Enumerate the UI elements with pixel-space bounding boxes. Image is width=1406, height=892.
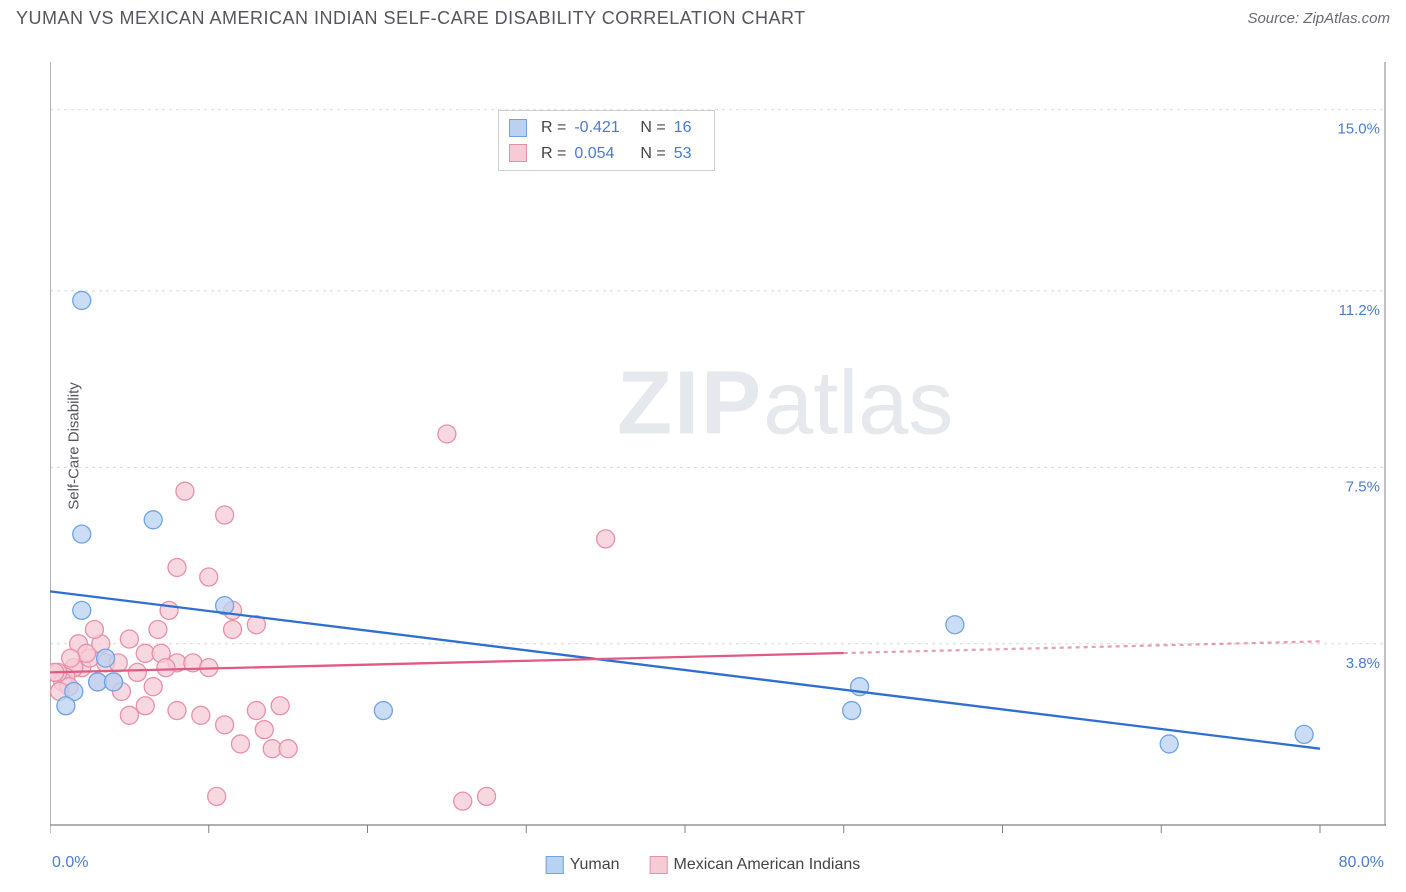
legend-label: Yuman bbox=[570, 856, 620, 873]
stat-n-value: 16 bbox=[674, 115, 704, 141]
stat-r-label: R = bbox=[541, 141, 566, 167]
stats-legend-box: R = -0.421 N = 16 R = 0.054 N = 53 bbox=[498, 110, 715, 171]
x-axis-min: 0.0% bbox=[52, 854, 88, 872]
svg-text:15.0%: 15.0% bbox=[1337, 121, 1380, 138]
x-axis-max: 80.0% bbox=[1339, 854, 1384, 872]
svg-text:11.2%: 11.2% bbox=[1339, 302, 1380, 319]
bottom-legend: Yuman Mexican American Indians bbox=[546, 856, 861, 874]
svg-text:3.8%: 3.8% bbox=[1346, 655, 1380, 672]
swatch-icon bbox=[546, 856, 564, 874]
legend-label: Mexican American Indians bbox=[674, 856, 861, 873]
swatch-icon bbox=[509, 119, 527, 137]
stats-row: R = 0.054 N = 53 bbox=[509, 141, 704, 167]
stat-n-label: N = bbox=[640, 141, 665, 167]
scatter-plot: 3.8% 7.5% 11.2% 15.0% bbox=[50, 50, 1386, 837]
stat-r-value: 0.054 bbox=[574, 141, 632, 167]
stat-n-label: N = bbox=[640, 115, 665, 141]
stat-r-value: -0.421 bbox=[574, 115, 632, 141]
stats-row: R = -0.421 N = 16 bbox=[509, 115, 704, 141]
stat-n-value: 53 bbox=[674, 141, 704, 167]
header: YUMAN VS MEXICAN AMERICAN INDIAN SELF-CA… bbox=[0, 0, 1406, 33]
svg-text:7.5%: 7.5% bbox=[1346, 478, 1380, 495]
legend-item-yuman: Yuman bbox=[546, 856, 620, 874]
chart-title: YUMAN VS MEXICAN AMERICAN INDIAN SELF-CA… bbox=[16, 8, 806, 29]
swatch-icon bbox=[509, 144, 527, 162]
swatch-icon bbox=[650, 856, 668, 874]
chart-area: ZIPatlas 3.8%7.5%11.2%15.0% R =-0.421N =… bbox=[50, 50, 1386, 837]
stat-r-label: R = bbox=[541, 115, 566, 141]
legend-item-mexican: Mexican American Indians bbox=[650, 856, 861, 874]
source-label: Source: ZipAtlas.com bbox=[1247, 10, 1390, 27]
